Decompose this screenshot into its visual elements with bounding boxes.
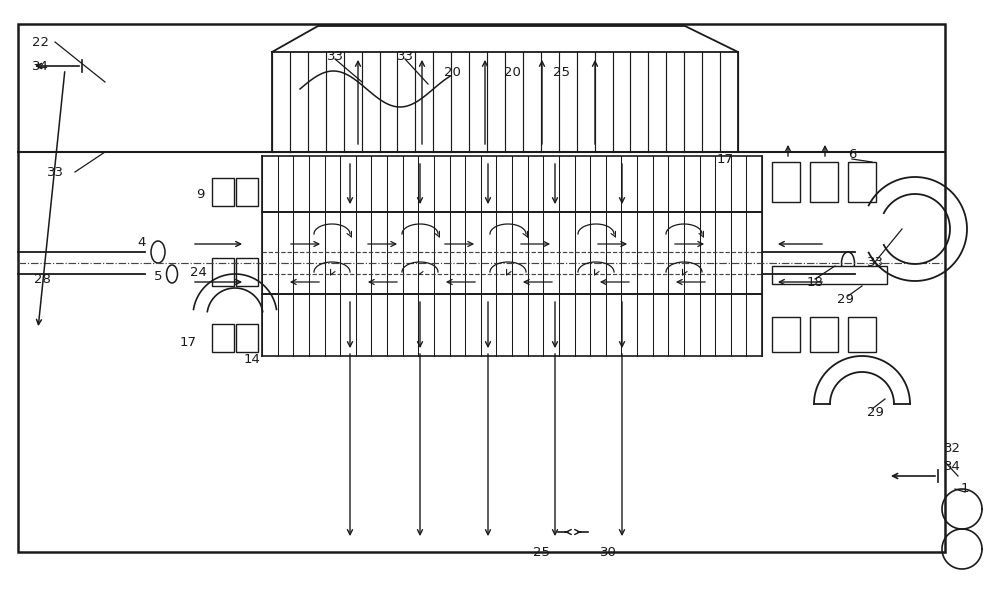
Text: 18: 18 bbox=[807, 276, 823, 289]
Bar bbox=[212, 324, 234, 352]
Text: 32: 32 bbox=[943, 443, 960, 456]
Bar bbox=[772, 162, 800, 202]
Text: 20: 20 bbox=[504, 66, 520, 79]
Bar bbox=[18, 24, 945, 552]
Text: 25: 25 bbox=[554, 66, 570, 79]
Bar bbox=[772, 266, 887, 284]
Bar bbox=[772, 317, 800, 352]
Text: 29: 29 bbox=[837, 292, 853, 306]
Bar bbox=[236, 178, 258, 206]
Text: 34: 34 bbox=[32, 60, 48, 72]
Bar bbox=[236, 324, 258, 352]
Text: 28: 28 bbox=[34, 273, 50, 286]
Bar bbox=[810, 317, 838, 352]
Text: 33: 33 bbox=[866, 255, 884, 268]
Text: 6: 6 bbox=[848, 147, 856, 160]
Text: 34: 34 bbox=[944, 459, 960, 473]
Text: 24: 24 bbox=[190, 265, 206, 279]
Text: 22: 22 bbox=[32, 36, 49, 49]
Text: 33: 33 bbox=[327, 50, 344, 63]
Bar bbox=[212, 258, 234, 286]
Text: 33: 33 bbox=[397, 50, 414, 63]
Bar bbox=[212, 178, 234, 206]
Text: 20: 20 bbox=[444, 66, 460, 79]
Text: 33: 33 bbox=[47, 166, 64, 179]
Bar bbox=[848, 317, 876, 352]
Text: 25: 25 bbox=[534, 545, 550, 559]
Text: 17: 17 bbox=[180, 335, 197, 349]
Text: 9: 9 bbox=[196, 187, 204, 201]
Text: 4: 4 bbox=[138, 236, 146, 249]
Text: 14: 14 bbox=[244, 352, 260, 365]
Text: 5: 5 bbox=[154, 270, 162, 282]
Bar bbox=[810, 162, 838, 202]
Text: 1: 1 bbox=[961, 483, 969, 495]
Text: 17: 17 bbox=[716, 152, 734, 166]
Bar bbox=[848, 162, 876, 202]
Text: 30: 30 bbox=[600, 545, 616, 559]
Text: 29: 29 bbox=[867, 405, 883, 419]
Bar bbox=[236, 258, 258, 286]
